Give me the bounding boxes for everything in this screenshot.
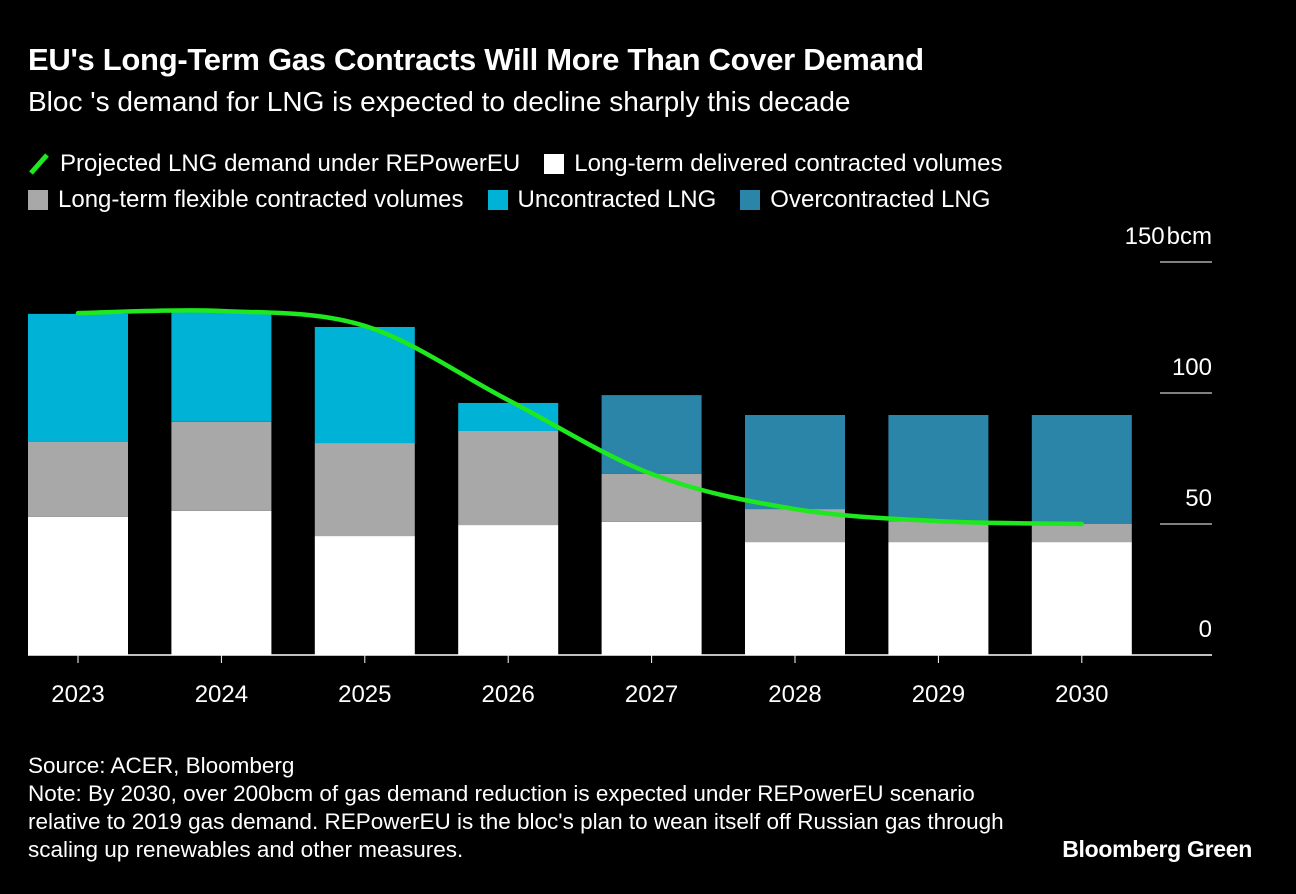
footnotes: Source: ACER, Bloomberg Note: By 2030, o… bbox=[28, 752, 1018, 864]
x-tick-label: 2030 bbox=[1055, 681, 1108, 708]
legend-item-delivered: Long-term delivered contracted volumes bbox=[544, 150, 1002, 178]
bar-segment bbox=[314, 443, 415, 537]
demand-line bbox=[75, 308, 1085, 527]
y-tick-label: 100 bbox=[1172, 354, 1212, 381]
x-tick-label: 2029 bbox=[912, 681, 965, 708]
bar-segment bbox=[1031, 542, 1132, 655]
bar-segment bbox=[1031, 524, 1132, 543]
y-tick-label: 150 bbox=[1125, 223, 1165, 250]
bar-segment bbox=[171, 510, 272, 655]
x-tick-label: 2025 bbox=[338, 681, 391, 708]
bar-segment bbox=[458, 525, 559, 655]
x-tick-label: 2027 bbox=[625, 681, 678, 708]
legend-label: Long-term delivered contracted volumes bbox=[574, 150, 1003, 177]
bar-segment bbox=[745, 542, 845, 655]
legend-item-overcontracted: Overcontracted LNG bbox=[740, 186, 990, 214]
bar-segment bbox=[888, 542, 989, 655]
legend-item-flexible: Long-term flexible contracted volumes bbox=[28, 186, 464, 214]
x-tick-label: 2023 bbox=[51, 681, 104, 708]
legend-item-demand: Projected LNG demand under REPowerEU bbox=[28, 150, 520, 178]
chart-subtitle: Bloc 's demand for LNG is expected to de… bbox=[28, 86, 851, 117]
x-tick-label: 2026 bbox=[482, 681, 535, 708]
bar-segment bbox=[888, 415, 989, 522]
brand-logo: Bloomberg Green bbox=[1062, 836, 1252, 862]
swatch-icon bbox=[487, 190, 508, 210]
chart-title: EU's Long-Term Gas Contracts Will More T… bbox=[28, 42, 924, 77]
legend-label: Projected LNG demand under REPowerEU bbox=[60, 150, 521, 177]
legend-item-uncontracted: Uncontracted LNG bbox=[487, 186, 717, 214]
line-swatch-icon bbox=[29, 153, 49, 175]
swatch-icon bbox=[544, 154, 565, 174]
legend-row-1: Projected LNG demand under REPowerEU Lon… bbox=[28, 150, 1002, 178]
y-tick-label: 50 bbox=[1185, 485, 1212, 512]
swatch-icon bbox=[740, 190, 761, 210]
bar-segment bbox=[28, 313, 128, 442]
legend-label: Uncontracted LNG bbox=[517, 186, 717, 213]
chart-plot: 0 50 100 150 bcm 2023 2024 2025 2026 2027 2028 2029… bbox=[28, 223, 1212, 708]
y-tick-label: 0 bbox=[1199, 616, 1212, 643]
bar-segment bbox=[601, 521, 702, 655]
bar-segment bbox=[314, 536, 415, 655]
x-tick-label: 2028 bbox=[768, 681, 821, 708]
note-text: Note: By 2030, over 200bcm of gas demand… bbox=[28, 781, 1004, 862]
source-text: Source: ACER, Bloomberg bbox=[28, 753, 295, 778]
bar-segment bbox=[888, 521, 989, 543]
bar-segment bbox=[28, 441, 128, 517]
bar-segment bbox=[314, 326, 415, 444]
bar-segment bbox=[458, 430, 559, 526]
bar-segment bbox=[28, 516, 128, 655]
bar-segment bbox=[1031, 415, 1132, 524]
bar-segment bbox=[171, 421, 272, 511]
bar-segment bbox=[601, 473, 702, 522]
legend-label: Overcontracted LNG bbox=[770, 186, 991, 213]
legend-row-2: Long-term flexible contracted volumes Un… bbox=[28, 186, 990, 214]
bar-segment bbox=[745, 415, 845, 510]
swatch-icon bbox=[28, 190, 48, 210]
legend-label: Long-term flexible contracted volumes bbox=[58, 186, 464, 213]
bar-segment bbox=[171, 310, 272, 422]
bar-segment bbox=[601, 395, 702, 474]
x-tick-label: 2024 bbox=[195, 681, 248, 708]
y-unit-label: bcm bbox=[1167, 223, 1212, 250]
